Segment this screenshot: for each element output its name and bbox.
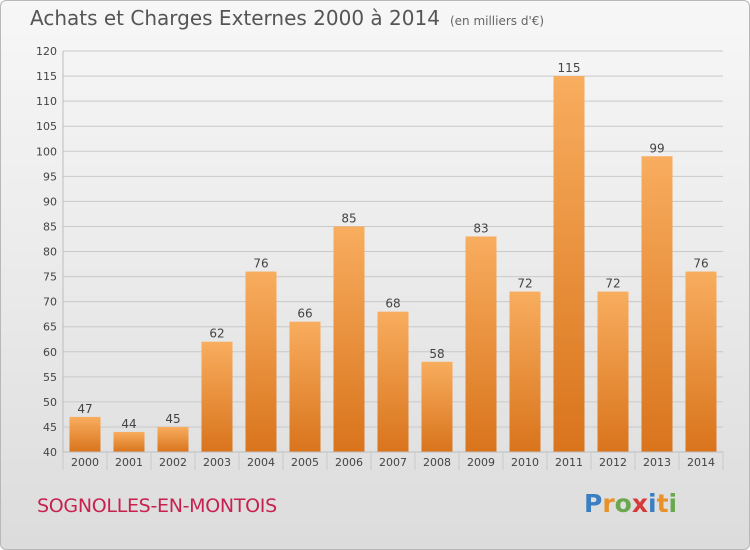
logo-letter: r	[602, 489, 615, 518]
data-label: 44	[121, 417, 136, 431]
bars	[69, 76, 717, 452]
data-label: 45	[165, 412, 180, 426]
x-tick-label: 2009	[467, 456, 495, 469]
x-tick-label: 2000	[71, 456, 99, 469]
bar	[333, 226, 365, 452]
chart-title-text: Achats et Charges Externes 2000 à 2014	[30, 6, 440, 30]
bar	[553, 76, 585, 452]
logo-letter: t	[656, 489, 669, 518]
logo-letter: o	[614, 489, 632, 518]
logo-letter: i	[648, 489, 657, 518]
y-tick-label: 60	[43, 346, 57, 359]
data-label: 47	[77, 402, 92, 416]
x-tick-label: 2004	[247, 456, 275, 469]
data-label: 76	[693, 257, 708, 271]
unit-note: (en milliers d'€)	[449, 14, 545, 28]
x-tick-label: 2014	[687, 456, 715, 469]
logo-letter: i	[668, 489, 678, 518]
bar	[597, 291, 629, 452]
y-tick-label: 40	[43, 446, 57, 459]
data-label: 115	[558, 61, 581, 75]
x-axis: 2000 2001 2002 2003 2004 2005 2006 2007 2008 2009…	[62, 451, 724, 470]
x-tick-label: 2008	[423, 456, 451, 469]
y-tick-label: 95	[43, 170, 57, 183]
x-tick-label: 2012	[599, 456, 627, 469]
chart-title: Achats et Charges Externes 2000 à 2014 (e…	[30, 6, 544, 30]
y-tick-label: 120	[36, 45, 57, 58]
y-tick-label: 115	[36, 70, 57, 83]
x-tick-label: 2007	[379, 456, 407, 469]
y-tick-label: 105	[36, 120, 57, 133]
data-label: 85	[341, 211, 356, 225]
x-tick-label: 2001	[115, 456, 143, 469]
bar	[201, 341, 233, 452]
y-tick-label: 85	[43, 220, 57, 233]
bar	[113, 431, 145, 452]
bar	[509, 291, 541, 452]
bar	[465, 236, 497, 452]
y-axis: 40 45 50 55 60 65 70 75 80 85 90 95 100 105 110 115 120	[36, 45, 57, 459]
data-label: 68	[385, 297, 400, 311]
bar	[641, 156, 673, 452]
proxiti-logo: Proxiti	[584, 489, 677, 518]
bar	[685, 271, 717, 452]
data-label: 83	[473, 221, 488, 235]
data-label: 62	[209, 327, 224, 341]
y-tick-label: 75	[43, 271, 57, 284]
commune-name: SOGNOLLES-EN-MONTOIS	[37, 495, 277, 517]
x-tick-label: 2011	[555, 456, 583, 469]
logo-letter: x	[631, 489, 648, 518]
bar	[157, 426, 189, 452]
data-label: 72	[517, 277, 532, 291]
bar	[289, 321, 321, 452]
y-tick-label: 65	[43, 321, 57, 334]
x-tick-label: 2013	[643, 456, 671, 469]
y-tick-label: 110	[36, 95, 57, 108]
data-label: 58	[429, 347, 444, 361]
y-tick-label: 70	[43, 296, 57, 309]
bar	[245, 271, 277, 452]
y-tick-label: 90	[43, 195, 57, 208]
y-tick-label: 80	[43, 246, 57, 259]
x-tick-label: 2006	[335, 456, 363, 469]
bar	[377, 311, 409, 452]
data-label: 99	[649, 141, 664, 155]
data-label: 76	[253, 257, 268, 271]
data-labels: 47 44 45 62 76 66 85 68 58 83 72 115 72 99 76	[77, 61, 708, 431]
bar	[421, 361, 453, 452]
data-label: 66	[297, 307, 312, 321]
x-tick-label: 2002	[159, 456, 187, 469]
y-tick-label: 50	[43, 396, 57, 409]
y-tick-label: 45	[43, 421, 57, 434]
x-tick-label: 2010	[511, 456, 539, 469]
bar	[69, 416, 101, 452]
data-label: 72	[605, 277, 620, 291]
logo-letter: P	[584, 489, 603, 518]
x-tick-label: 2003	[203, 456, 231, 469]
y-tick-label: 100	[36, 145, 57, 158]
y-tick-label: 55	[43, 371, 57, 384]
x-tick-row	[62, 451, 724, 470]
x-tick-label: 2005	[291, 456, 319, 469]
